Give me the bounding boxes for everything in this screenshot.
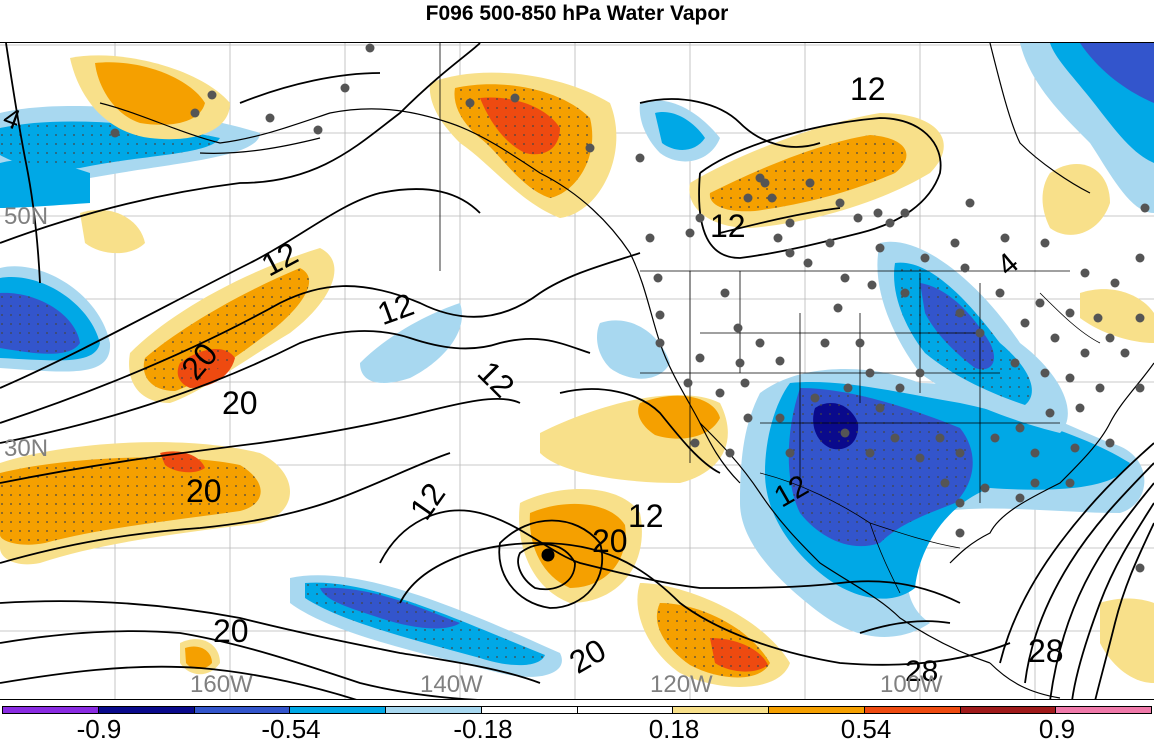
colorbar-segment — [481, 707, 578, 713]
contour-label: 12 — [628, 498, 664, 534]
contour-label: 28 — [905, 655, 939, 688]
map-canvas — [0, 43, 1154, 699]
lon-label-100w: 100W — [880, 671, 943, 698]
lon-label-160w: 160W — [190, 671, 253, 698]
lon-label-140w: 140W — [420, 671, 483, 698]
colorbar-segment — [864, 707, 961, 713]
map-panel: 4 12 12 12 12 12 12 20 20 20 20 20 20 28… — [0, 42, 1154, 700]
colorbar-segment — [386, 707, 482, 713]
station-markers — [110, 43, 1150, 573]
colorbar-segment — [577, 707, 674, 713]
lat-label-50n: 50N — [4, 203, 49, 230]
contour-label: 20 — [186, 473, 222, 509]
contour-label: 20 — [213, 613, 249, 649]
lat-label-30n: 30N — [4, 435, 49, 462]
colorbar-segment — [194, 707, 291, 713]
lon-label-120w: 120W — [650, 671, 713, 698]
colorbar — [2, 706, 1152, 714]
map-title: F096 500-850 hPa Water Vapor — [425, 2, 729, 25]
colorbar-segment — [769, 707, 865, 713]
coastlines — [99, 43, 1154, 699]
storm-center-marker — [541, 548, 555, 562]
colorbar-segment — [673, 707, 769, 713]
colorbar-segment — [1056, 707, 1151, 713]
colorbar-segment — [3, 707, 99, 713]
contour-label: 12 — [850, 71, 886, 107]
colorbar-segment — [98, 707, 195, 713]
colorbar-tick: -0.54 — [261, 714, 321, 744]
contour-label: 12 — [710, 208, 746, 244]
colorbar-tick: -0.18 — [453, 714, 513, 744]
colorbar-segment — [960, 707, 1057, 713]
political-borders — [439, 43, 1101, 594]
contour-label: 20 — [592, 523, 628, 559]
contour-label: 28 — [1028, 633, 1064, 669]
colorbar-tick: 0.18 — [648, 714, 700, 744]
height-contours — [0, 43, 1154, 699]
colorbar-segment — [290, 707, 386, 713]
contour-label: 20 — [222, 385, 258, 421]
colorbar-tick: 0.9 — [1038, 714, 1076, 744]
colorbar-tick: 0.54 — [840, 714, 892, 744]
colorbar-tick: -0.9 — [76, 714, 122, 744]
